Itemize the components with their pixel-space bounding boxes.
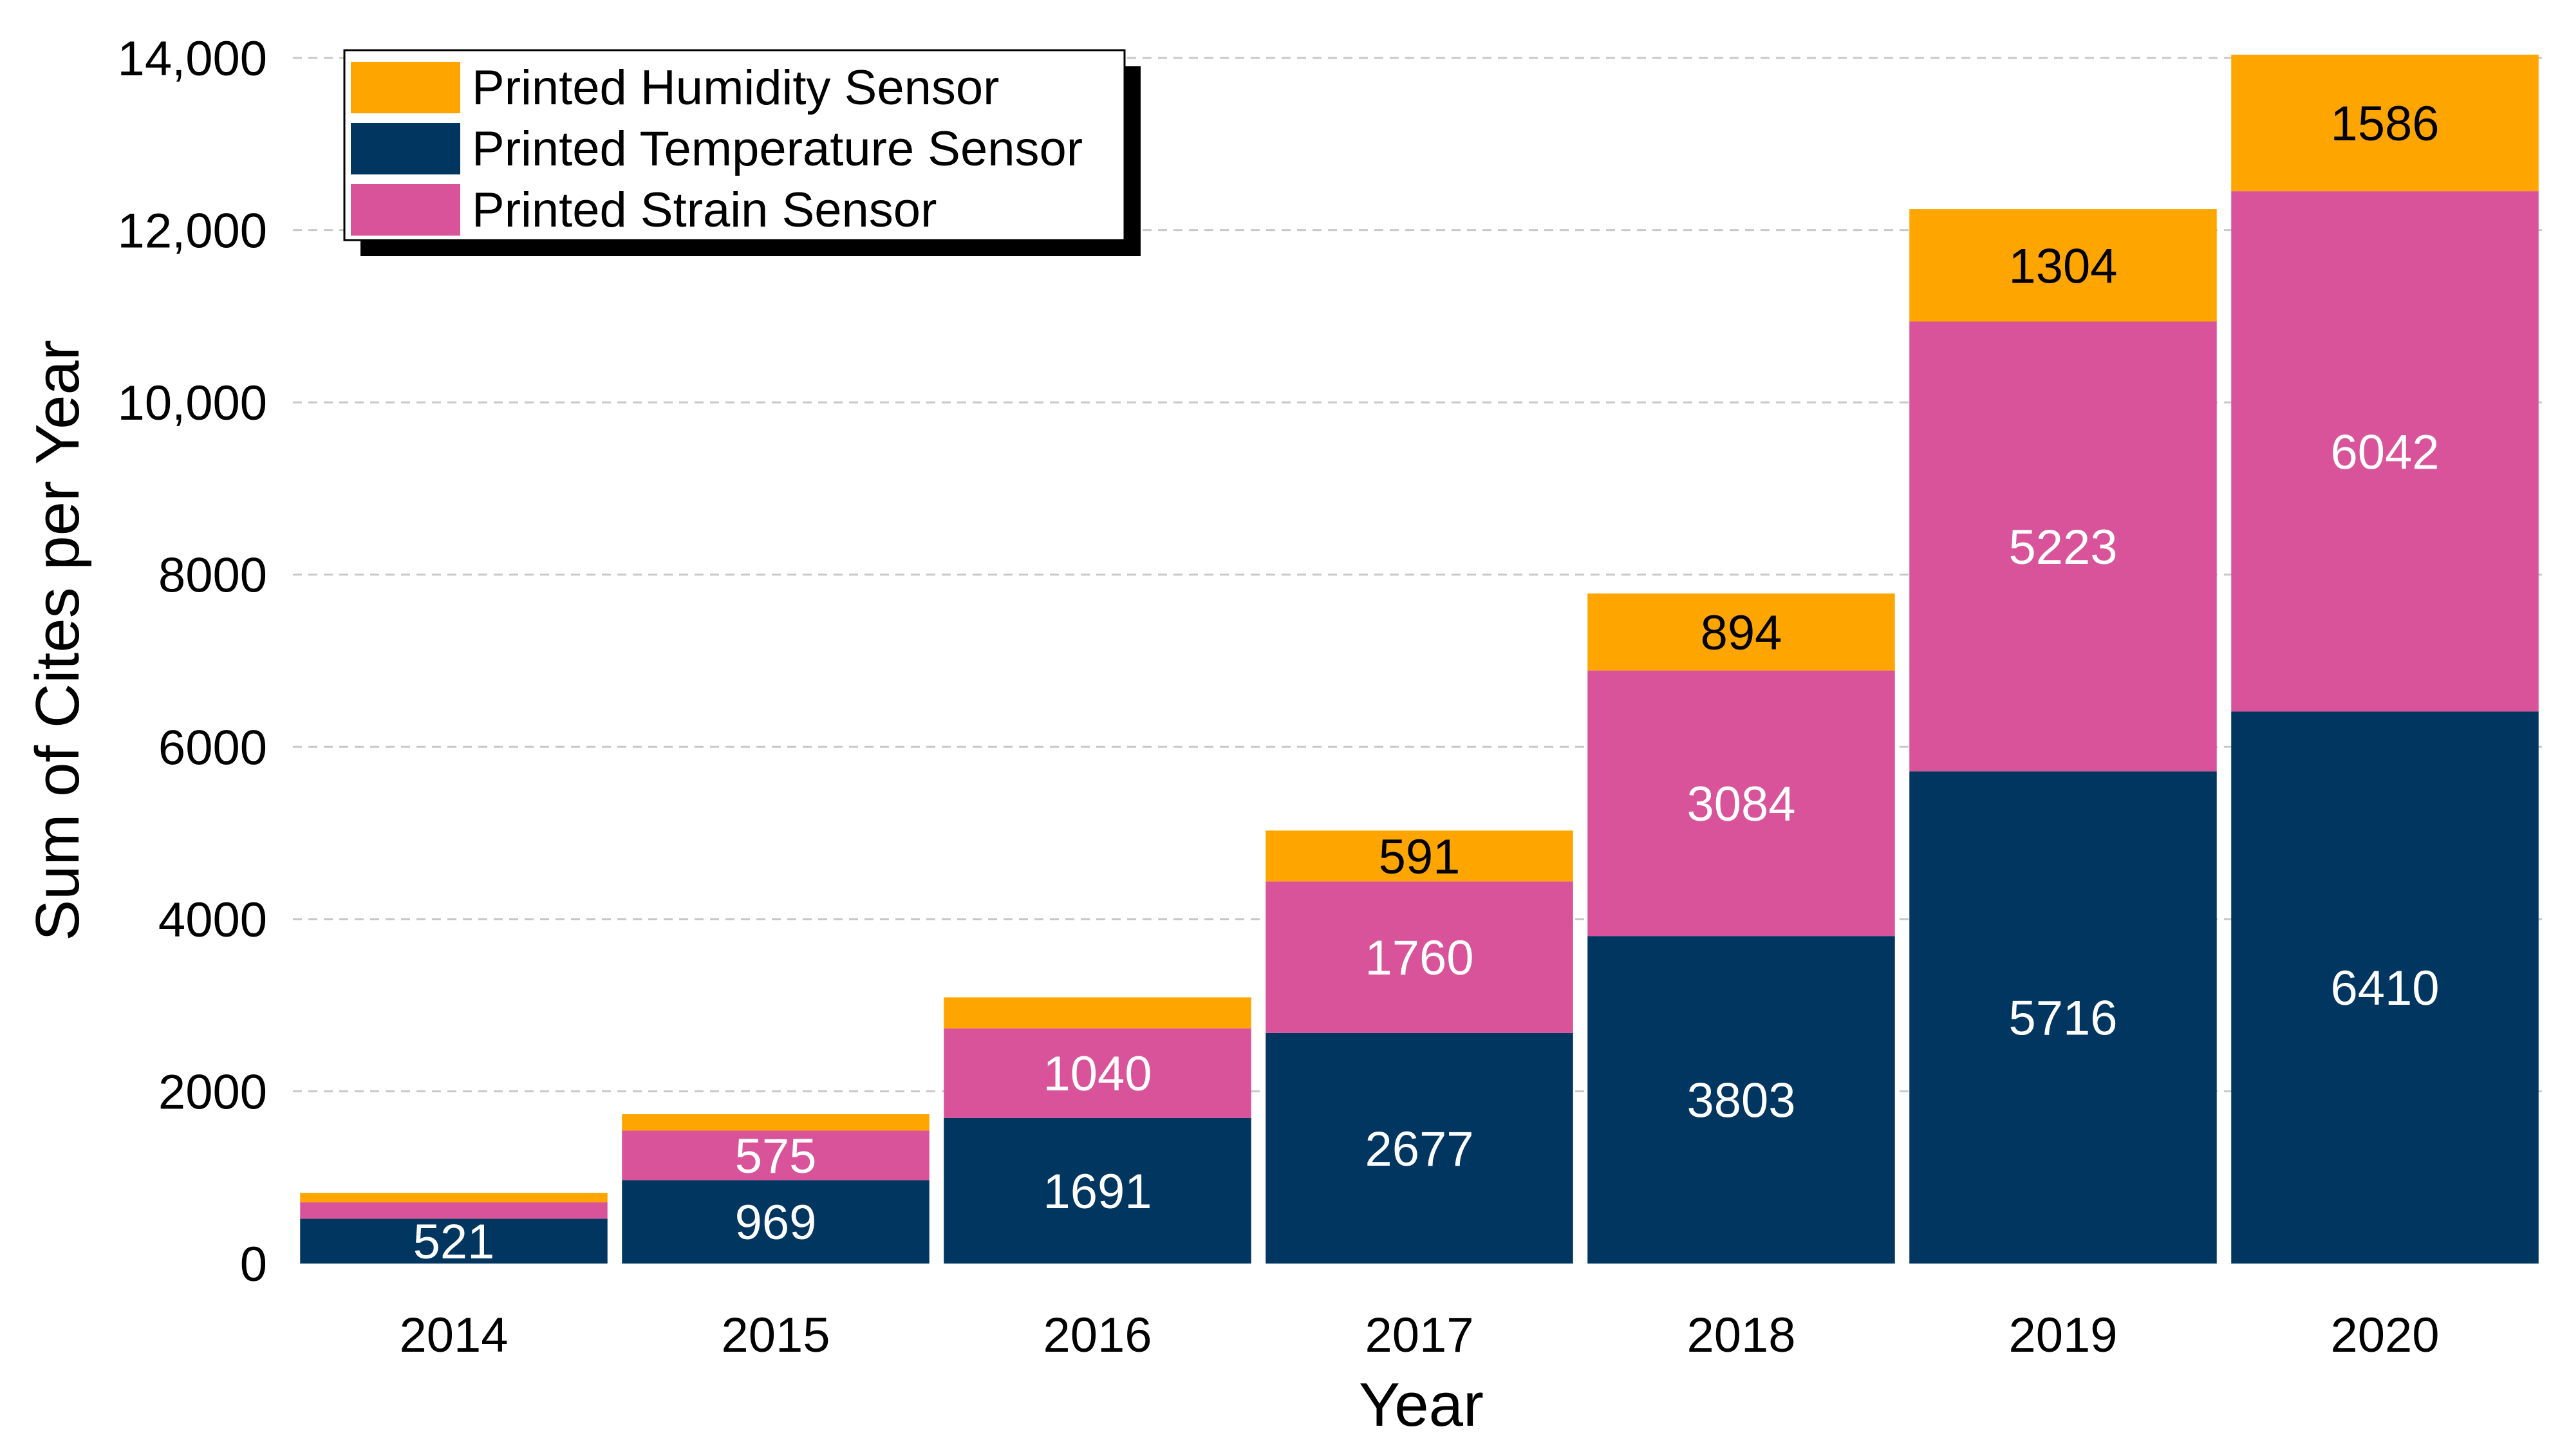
bar-segment-printed-strain-sensor <box>300 1202 608 1219</box>
y-tick-label: 0 <box>240 1237 267 1292</box>
data-label: 5716 <box>2008 991 2117 1046</box>
segment-labels-layer: 521 969 575 1691 1040 2677 1760 591 3803 3084 894 5… <box>413 97 2440 1269</box>
y-tick-label: 4000 <box>158 893 267 947</box>
x-tick-label: 2020 <box>2330 1308 2439 1363</box>
y-tick-label: 6000 <box>158 720 267 775</box>
data-label: 1586 <box>2330 97 2439 151</box>
legend-entry-label[interactable]: Printed Humidity Sensor <box>472 61 999 115</box>
y-tick-label: 12,000 <box>118 204 267 259</box>
bar-segment-printed-temperature-sensor <box>1266 1032 1573 1264</box>
x-tick-label: 2016 <box>1043 1308 1152 1363</box>
x-tick-label: 2017 <box>1365 1308 1473 1363</box>
bar-segment-printed-humidity-sensor <box>944 997 1251 1029</box>
x-axis-title: Year <box>1359 1370 1484 1439</box>
data-label: 894 <box>1701 606 1782 660</box>
legend-entry-label[interactable]: Printed Strain Sensor <box>472 183 937 238</box>
bar-segment-printed-humidity-sensor <box>300 1193 608 1202</box>
data-label: 591 <box>1379 830 1461 884</box>
data-label: 3803 <box>1686 1074 1795 1128</box>
bar-segment-printed-strain-sensor <box>2231 191 2539 712</box>
bar-segment-printed-strain-sensor <box>622 1130 930 1181</box>
data-label: 1040 <box>1043 1047 1152 1101</box>
data-label: 3084 <box>1686 777 1795 832</box>
legend-swatch <box>351 184 460 236</box>
bar-segment-printed-strain-sensor <box>1266 881 1573 1033</box>
axes-layer: 0 2000 4000 6000 8000 10,000 12,000 14,000 2014 2… <box>118 32 2440 1363</box>
bar-segment-printed-temperature-sensor <box>300 1218 608 1264</box>
x-tick-label: 2019 <box>2008 1308 2117 1363</box>
y-tick-label: 14,000 <box>118 32 267 86</box>
bar-segment-printed-temperature-sensor <box>1587 936 1895 1264</box>
data-label: 521 <box>413 1215 495 1269</box>
bar-segment-printed-temperature-sensor <box>1909 771 2217 1264</box>
x-tick-label: 2014 <box>399 1308 508 1363</box>
bar-segment-printed-strain-sensor <box>1587 670 1895 937</box>
bar-segment-printed-temperature-sensor <box>622 1180 930 1264</box>
data-label: 5223 <box>2008 520 2117 575</box>
data-label: 6410 <box>2330 961 2439 1016</box>
bar-segment-printed-strain-sensor <box>1909 321 2217 772</box>
bar-segment-printed-humidity-sensor <box>1587 593 1895 671</box>
bar-segment-printed-strain-sensor <box>944 1028 1251 1118</box>
bar-segment-printed-temperature-sensor <box>944 1117 1251 1264</box>
y-tick-label: 8000 <box>158 548 267 603</box>
data-label: 1691 <box>1043 1164 1152 1219</box>
legend-entry-label[interactable]: Printed Temperature Sensor <box>472 122 1083 176</box>
legend[interactable]: Printed Humidity Sensor Printed Temperatu… <box>343 49 1141 256</box>
y-axis-title: Sum of Cites per Year <box>23 340 92 941</box>
data-label: 1760 <box>1365 931 1473 985</box>
data-label: 2677 <box>1365 1122 1473 1177</box>
data-label: 969 <box>735 1195 817 1250</box>
bar-segment-printed-humidity-sensor <box>1266 830 1573 882</box>
y-tick-label: 10,000 <box>118 376 267 431</box>
data-label: 1304 <box>2008 239 2117 294</box>
x-tick-label: 2015 <box>721 1308 830 1363</box>
legend-swatch <box>351 62 460 113</box>
bars-layer <box>300 54 2539 1264</box>
data-label: 6042 <box>2330 425 2439 480</box>
legend-swatch <box>351 123 460 174</box>
bar-segment-printed-humidity-sensor <box>1909 209 2217 322</box>
bar-segment-printed-humidity-sensor <box>2231 54 2539 192</box>
bar-segment-printed-humidity-sensor <box>622 1114 930 1131</box>
data-label: 575 <box>735 1129 817 1184</box>
y-tick-label: 2000 <box>158 1065 267 1119</box>
bar-segment-printed-temperature-sensor <box>2231 711 2539 1264</box>
x-tick-label: 2018 <box>1686 1308 1795 1363</box>
legend-box <box>343 49 1126 241</box>
